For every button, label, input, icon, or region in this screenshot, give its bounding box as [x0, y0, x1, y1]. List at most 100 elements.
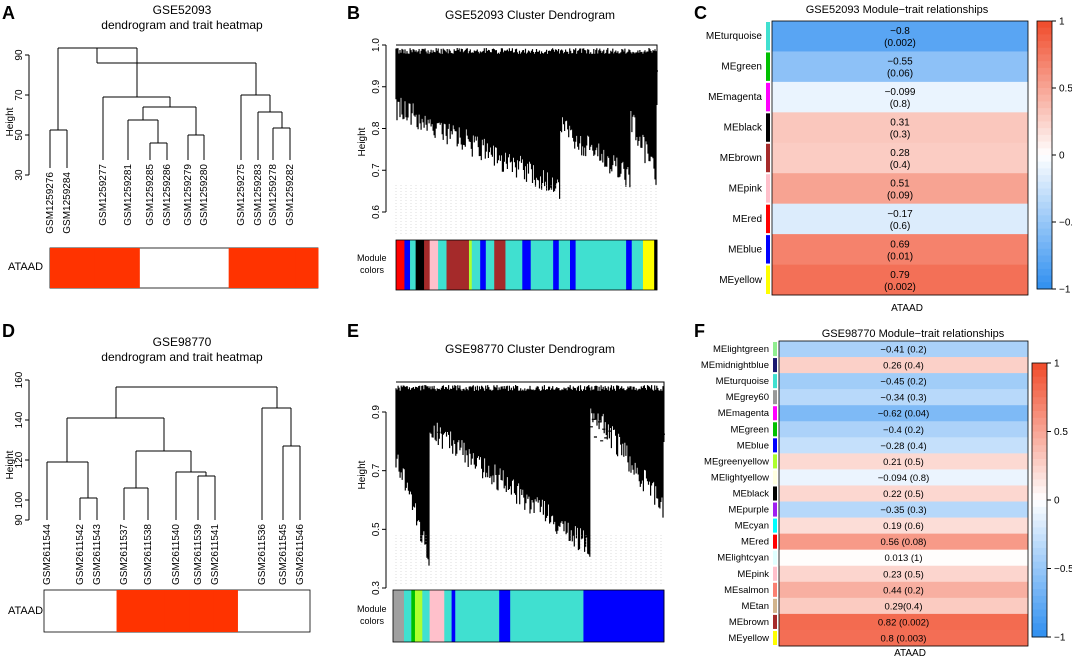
module-swatch: [773, 502, 777, 517]
cell-correlation: −0.55: [887, 57, 913, 68]
module-swatch: [773, 614, 777, 629]
y-tick-label: 0.7: [371, 463, 382, 477]
module-color-segment: [485, 240, 495, 290]
colorbar-step: [1037, 262, 1052, 270]
y-tick-label: 0.9: [371, 79, 382, 93]
y-tick-label: 0.5: [371, 522, 382, 536]
sample-label: GSM1259283: [253, 164, 264, 226]
colorbar-step: [1037, 248, 1052, 256]
sample-label: GSM1259278: [268, 164, 279, 226]
y-tick-label: 30: [14, 169, 25, 181]
module-color-segment: [558, 240, 571, 290]
y-tick-label: 70: [14, 89, 25, 101]
colorbar-step: [1037, 134, 1052, 142]
panel-a-trait-heatmap: [49, 247, 319, 289]
cell-correlation: −0.099: [885, 87, 916, 98]
module-color-segment: [396, 240, 405, 290]
module-swatch: [773, 406, 777, 421]
module-label: MEmagenta: [718, 408, 770, 419]
module-color-segment: [414, 590, 423, 642]
cell-pvalue: (0.002): [884, 282, 916, 293]
colorbar-step: [1037, 275, 1052, 283]
module-swatch: [773, 566, 777, 581]
module-label: MEgreenyellow: [704, 456, 769, 467]
module-color-segment: [393, 590, 405, 642]
panel-a: A GSE52093 dendrogram and trait heatmap …: [2, 3, 319, 289]
dendrogram-branches: [395, 48, 658, 199]
panel-a-subtitle: dendrogram and trait heatmap: [101, 18, 263, 32]
module-color-segment: [570, 240, 577, 290]
sample-label: GSM2611542: [75, 524, 86, 585]
colorbar-step: [1032, 472, 1047, 480]
module-label: MEgreen: [730, 424, 769, 435]
colorbar-step: [1032, 438, 1047, 446]
colorbar-step: [1032, 363, 1047, 371]
colorbar-step: [1032, 568, 1047, 576]
colorbar-step: [1032, 383, 1047, 391]
panel-c: C GSE52093 Module−trait relationships ME…: [694, 3, 1072, 314]
cell-correlation: 0.69: [890, 239, 910, 250]
panel-d-sample-labels: GSM2611544 GSM2611542 GSM2611543 GSM2611537…: [42, 524, 306, 585]
sample-label: GSM2611537: [119, 524, 130, 585]
colorbar-step: [1037, 67, 1052, 75]
sample-label: GSM2611540: [171, 524, 182, 585]
colorbar-step: [1037, 148, 1052, 156]
sample-label: GSM1259286: [162, 164, 173, 226]
cell-pvalue: (0.4): [890, 160, 911, 171]
colorbar-tick-label: −1: [1054, 633, 1066, 644]
sample-label: GSM1259277: [98, 164, 109, 226]
sample-label: GSM2611545: [278, 524, 289, 585]
module-swatch: [773, 518, 777, 533]
cell-pvalue: (0.8): [890, 99, 911, 110]
sample-label: GSM2611541: [210, 524, 221, 585]
panel-b-ylabel: Height: [357, 127, 368, 156]
module-color-segment: [575, 240, 627, 290]
module-color-segment: [424, 240, 431, 290]
colorbar-step: [1037, 47, 1052, 55]
module-color-segment: [455, 590, 500, 642]
colorbar-step: [1032, 376, 1047, 384]
y-tick-label: 0.6: [371, 205, 382, 219]
module-swatch: [773, 550, 777, 565]
cell-value: 0.22 (0.5): [883, 489, 924, 500]
colorbar-step: [1032, 589, 1047, 597]
module-label: MEtan: [742, 601, 769, 612]
module-color-segment: [415, 240, 425, 290]
colorbar-step: [1032, 623, 1047, 631]
module-color-segment: [410, 240, 417, 290]
trait-cell: [94, 248, 118, 288]
module-color-segment: [590, 590, 665, 642]
heatmap-cell: [772, 203, 1028, 235]
sample-label: GSM2611543: [92, 524, 103, 585]
colorbar-step: [1032, 479, 1047, 487]
module-color-segment: [642, 240, 655, 290]
dendrogram-top-link: [396, 381, 665, 442]
y-tick-label: 90: [14, 49, 25, 61]
colorbar-step: [1032, 500, 1047, 508]
module-color-segment: [444, 590, 452, 642]
colorbar-step: [1032, 417, 1047, 426]
panel-d-ylabel: Height: [5, 450, 16, 479]
colorbar-step: [1037, 94, 1052, 102]
heatmap-cell: [779, 421, 1028, 438]
module-swatch: [766, 174, 770, 203]
heatmap-cell: [779, 341, 1028, 358]
panel-a-y-axis: 30 50 70 90: [14, 49, 30, 181]
trait-cell: [295, 248, 319, 288]
panel-f-xlabel: ATAAD: [894, 648, 926, 659]
module-label: MEblue: [737, 440, 769, 451]
colorbar-step: [1037, 168, 1052, 176]
sample-label: GSM2611546: [295, 524, 306, 585]
cell-correlation: −0.17: [887, 209, 913, 220]
cell-value: 0.44 (0.2): [883, 585, 924, 596]
colorbar-step: [1032, 410, 1047, 419]
colorbar-step: [1037, 34, 1052, 42]
module-color-segment: [553, 240, 560, 290]
sample-label: GSM1259276: [45, 172, 56, 234]
sample-label: GSM1259279: [183, 164, 194, 226]
heatmap-cell: [772, 81, 1028, 113]
module-label: MEpink: [729, 183, 763, 194]
module-color-segment: [438, 240, 447, 290]
module-swatch: [773, 342, 777, 357]
